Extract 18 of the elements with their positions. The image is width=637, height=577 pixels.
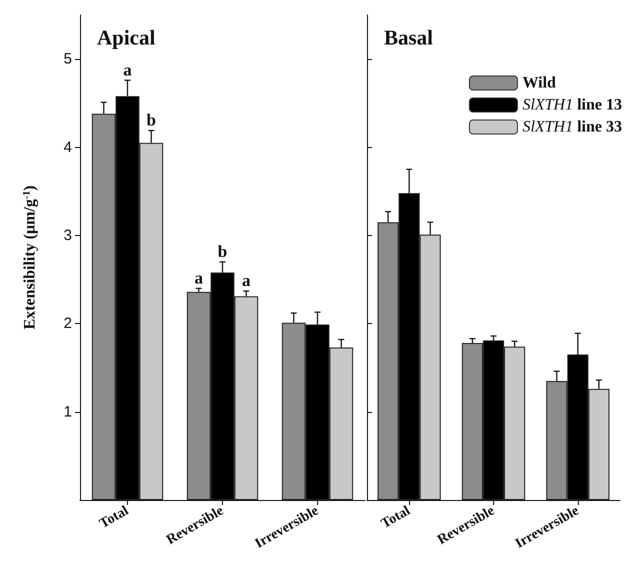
data-label: b bbox=[146, 110, 156, 130]
x-tick-label: Total bbox=[378, 503, 414, 532]
legend-label: SlXTH1 line 33 bbox=[522, 118, 622, 136]
x-tick-label: Total bbox=[97, 503, 132, 532]
y-tick-label: 2 bbox=[64, 315, 72, 332]
legend-label: SlXTH1 line 13 bbox=[522, 96, 622, 114]
data-label: a bbox=[123, 60, 132, 80]
data-label: b bbox=[218, 242, 228, 261]
text: Apical bbox=[97, 26, 156, 50]
data-label: a bbox=[194, 268, 204, 288]
legend-label: Wild bbox=[522, 74, 556, 92]
y-tick-label: 3 bbox=[64, 226, 72, 244]
y-tick-label: 1 bbox=[64, 403, 72, 420]
y-tick-label: 5 bbox=[64, 50, 72, 68]
y-axis-title: Extensibility (μm/g-1) bbox=[22, 185, 38, 330]
text: Basal bbox=[384, 26, 434, 50]
data-label: a bbox=[242, 271, 251, 290]
y-tick-label: 4 bbox=[64, 138, 72, 156]
